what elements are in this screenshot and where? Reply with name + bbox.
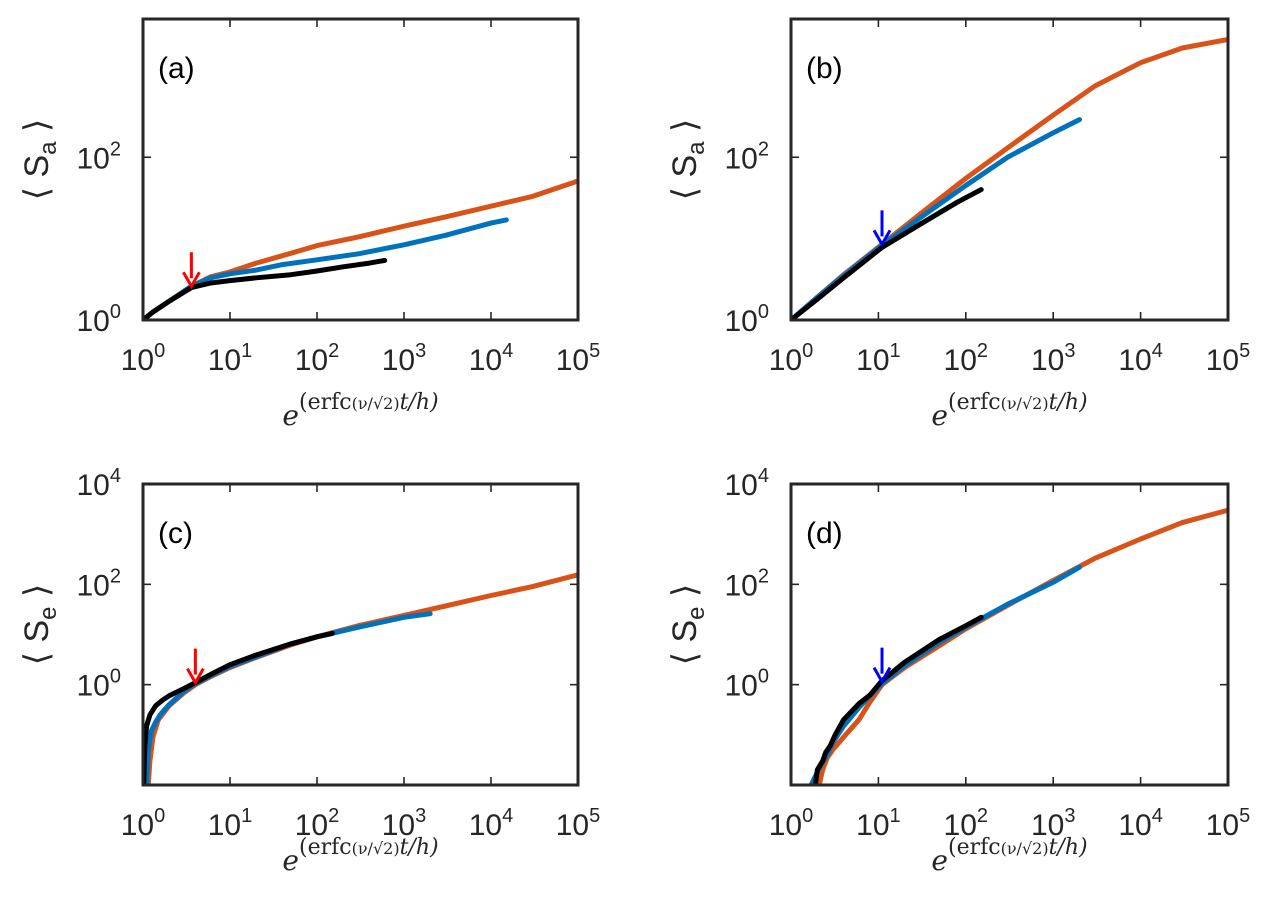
y-tick-label: 104 (725, 465, 770, 502)
annotation-arrow-head (186, 667, 205, 686)
panel-d: 100 101 102 103 104 105 100 102 104 (d) ⟨ Se ⟩ e(er… (666, 465, 1250, 877)
annotation-arrow-head (872, 229, 892, 248)
x-axis-label: e(erfc(ν/√2)t/h) (931, 835, 1087, 877)
x-axis-label: e(erfc(ν/√2)t/h) (931, 390, 1087, 432)
x-tick-label: 101 (856, 340, 901, 377)
y-axis-label: ⟨ Sa ⟩ (666, 119, 710, 200)
x-tick-label: 104 (1118, 340, 1163, 377)
y-tick-label: 100 (725, 666, 770, 703)
x-tick-label: 103 (1031, 805, 1076, 842)
x-axis-label: e(erfc(ν/√2)t/h) (282, 835, 438, 877)
x-tick-label: 105 (556, 340, 601, 377)
x-tick-label: 101 (208, 805, 253, 842)
y-tick-label: 104 (77, 465, 122, 502)
x-tick-label: 102 (944, 805, 989, 842)
x-tick-label: 103 (382, 340, 427, 377)
x-tick-label: 100 (121, 340, 166, 377)
y-tick-label: 102 (725, 138, 770, 175)
x-tick-label: 102 (295, 340, 340, 377)
x-tick-label: 102 (944, 340, 989, 377)
x-tick-label: 104 (469, 340, 514, 377)
series-orange-line (145, 572, 578, 785)
x-tick-label: 105 (556, 805, 601, 842)
panel-label: (c) (158, 517, 193, 550)
y-tick-label: 100 (725, 301, 770, 338)
y-tick-label: 102 (725, 565, 770, 602)
x-tick-label: 101 (856, 805, 901, 842)
series-orange-line (791, 37, 1228, 320)
series-orange-line (816, 507, 1228, 785)
series-blue-line (791, 117, 1082, 320)
x-tick-label: 100 (121, 805, 166, 842)
x-tick-label: 103 (382, 805, 427, 842)
y-axis-label: ⟨ Sa ⟩ (18, 119, 62, 200)
series-orange-line (143, 178, 578, 320)
panel-b: 100 101 102 103 104 105 100 102 (b) ⟨ Sa ⟩ e(erfc(… (666, 17, 1251, 432)
x-axis-label: e(erfc(ν/√2)t/h) (282, 390, 438, 432)
y-axis-label: ⟨ Se ⟩ (18, 584, 62, 665)
y-tick-label: 102 (77, 565, 122, 602)
y-tick-label: 100 (77, 301, 122, 338)
series-black-line (791, 187, 984, 320)
x-tick-label: 104 (469, 805, 514, 842)
x-tick-label: 105 (1206, 805, 1251, 842)
x-tick-label: 104 (1118, 805, 1163, 842)
panel-label: (a) (158, 52, 195, 85)
x-tick-label: 100 (769, 340, 814, 377)
series-blue-line (144, 611, 433, 785)
panel-c: 100 101 102 103 104 105 100 102 104 (c) ⟨ Se ⟩ e(er… (18, 465, 600, 877)
x-tick-label: 102 (295, 805, 340, 842)
x-tick-label: 100 (769, 805, 814, 842)
x-tick-label: 101 (208, 340, 253, 377)
x-tick-label: 105 (1206, 340, 1251, 377)
y-axis-label: ⟨ Se ⟩ (666, 584, 710, 665)
axes-frame (789, 17, 1230, 322)
axes-frame (141, 17, 580, 322)
panel-label: (d) (806, 517, 843, 550)
y-tick-label: 102 (77, 138, 122, 175)
axes-frame (789, 482, 1230, 787)
panel-label: (b) (806, 52, 843, 85)
annotation-arrow-head (182, 271, 201, 290)
series-black-line (812, 614, 984, 785)
series-black-line (143, 257, 388, 320)
axes-frame (141, 482, 580, 787)
annotation-arrow-head (872, 666, 892, 685)
series-blue-line (808, 564, 1082, 785)
x-tick-label: 103 (1031, 340, 1076, 377)
series-black-line (143, 630, 335, 785)
panel-a: 100 101 102 103 104 105 100 102 (a) ⟨ Sa ⟩ e(erfc(… (18, 17, 601, 432)
y-tick-label: 100 (77, 666, 122, 703)
